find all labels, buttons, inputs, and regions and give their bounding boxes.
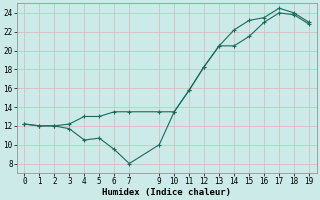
X-axis label: Humidex (Indice chaleur): Humidex (Indice chaleur) [102,188,231,197]
